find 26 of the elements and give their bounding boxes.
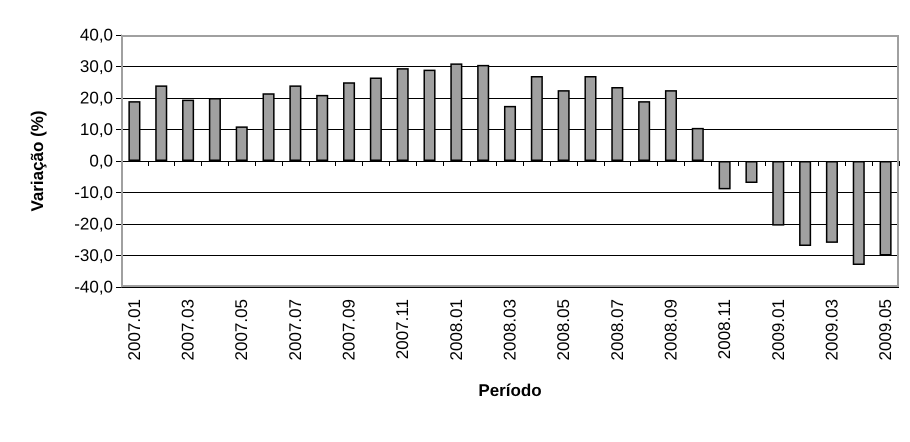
x-tick-label: 2009.03 [822, 299, 842, 360]
x-tick-label: 2008.05 [554, 299, 574, 360]
y-axis-title: Variação (%) [28, 110, 47, 212]
y-tick-label: 20,0 [80, 88, 113, 108]
x-tick-label: 2007.11 [393, 299, 412, 360]
x-tick-label: 2007.05 [232, 299, 252, 360]
x-tick-label: 2007.07 [286, 299, 305, 360]
x-tick-label: 2008.03 [500, 299, 520, 360]
y-tick-label: 0,0 [89, 152, 113, 170]
y-tick-label: 40,0 [80, 26, 113, 44]
y-tick-label: -10,0 [74, 183, 113, 202]
x-tick-label: 2007.09 [340, 299, 359, 360]
y-tick-label: -40,0 [74, 278, 113, 296]
x-tick-label: 2008.07 [608, 299, 627, 360]
x-tick-label: 2007.01 [124, 299, 144, 360]
x-tick-label: 2009.05 [876, 299, 896, 360]
x-axis-title: Período [478, 381, 542, 400]
x-tick-label: 2009.01 [768, 299, 788, 360]
x-tick-label: 2008.11 [715, 299, 734, 360]
x-tick-label: 2008.01 [446, 299, 466, 360]
y-tick-label: 30,0 [80, 57, 113, 76]
x-tick-label: 2007.03 [178, 299, 198, 360]
y-tick-label: -20,0 [74, 214, 113, 234]
x-tick-label: 2008.09 [661, 299, 680, 360]
y-tick-label: -30,0 [74, 246, 113, 265]
y-tick-label: 10,0 [80, 120, 113, 139]
